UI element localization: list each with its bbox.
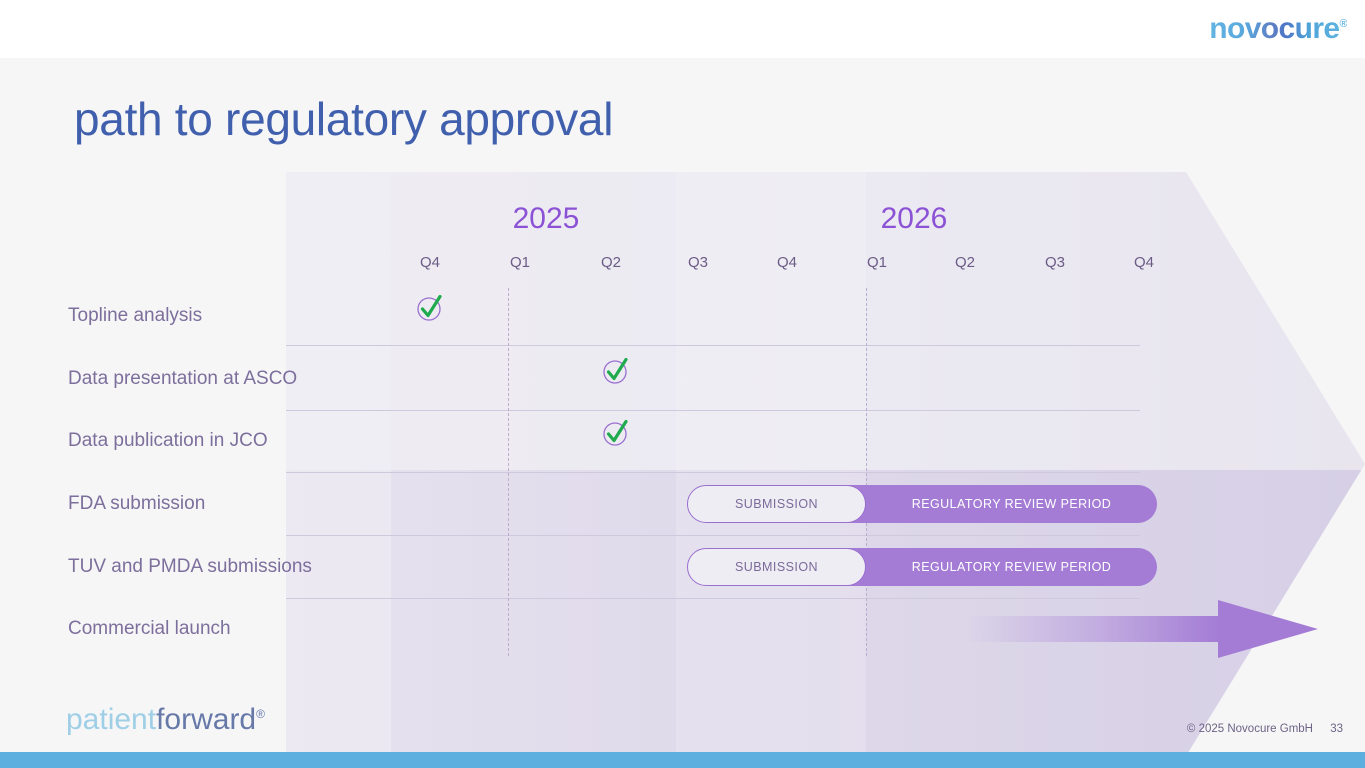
patientforward-logo-part1: patient (66, 703, 157, 736)
year-divider-line (508, 288, 509, 656)
row-label-5: Commercial launch (68, 618, 231, 639)
quarter-label-4: Q4 (776, 254, 798, 271)
novocure-logo-text: novocure (1209, 12, 1340, 45)
registered-mark-icon: ® (1339, 18, 1347, 30)
milestone-complete-check-icon (601, 356, 631, 386)
stage-bar-row-3[interactable]: REGULATORY REVIEW PERIOD SUBMISSION (687, 485, 1157, 523)
patientforward-logo-part2: forward (156, 703, 257, 736)
page-number: 33 (1330, 723, 1343, 735)
row-label-0: Topline analysis (68, 305, 203, 326)
year-label-2025: 2025 (512, 202, 580, 235)
page-title: path to regulatory approval (74, 93, 614, 145)
submission-segment[interactable]: SUBMISSION (687, 548, 866, 586)
year-divider-line (866, 288, 867, 656)
quarter-label-8: Q4 (1133, 254, 1155, 271)
commercial-launch-arrow-icon (968, 600, 1318, 658)
row-label-3: FDA submission (68, 493, 206, 514)
row-label-2: Data publication in JCO (68, 430, 268, 451)
row-separator (286, 598, 1140, 599)
regulatory-review-segment[interactable]: REGULATORY REVIEW PERIOD (844, 548, 1157, 586)
footer-accent-bar (0, 752, 1365, 768)
row-separator (286, 410, 1140, 411)
row-separator (286, 535, 1140, 536)
milestone-complete-check-icon (601, 418, 631, 448)
copyright-notice: © 2025 Novocure GmbH (1186, 723, 1313, 735)
row-separator (286, 345, 1140, 346)
row-separator (286, 472, 1140, 473)
row-label-1: Data presentation at ASCO (68, 368, 298, 389)
submission-segment[interactable]: SUBMISSION (687, 485, 866, 523)
stage-bar-row-4[interactable]: REGULATORY REVIEW PERIOD SUBMISSION (687, 548, 1157, 586)
quarter-label-2: Q2 (600, 254, 622, 271)
milestone-complete-check-icon (415, 293, 445, 323)
quarter-label-5: Q1 (866, 254, 888, 271)
row-label-4: TUV and PMDA submissions (68, 556, 312, 577)
header-strip: novocure® (0, 0, 1365, 58)
regulatory-review-segment[interactable]: REGULATORY REVIEW PERIOD (844, 485, 1157, 523)
year-label-2026: 2026 (880, 202, 948, 235)
quarter-label-0: Q4 (419, 254, 441, 271)
quarter-label-1: Q1 (509, 254, 531, 271)
registered-mark-icon: ® (256, 707, 265, 721)
quarter-label-7: Q3 (1044, 254, 1066, 271)
patientforward-logo: patientforward® (66, 705, 265, 735)
novocure-logo: novocure® (1209, 14, 1347, 44)
quarter-label-6: Q2 (954, 254, 976, 271)
quarter-label-3: Q3 (687, 254, 709, 271)
